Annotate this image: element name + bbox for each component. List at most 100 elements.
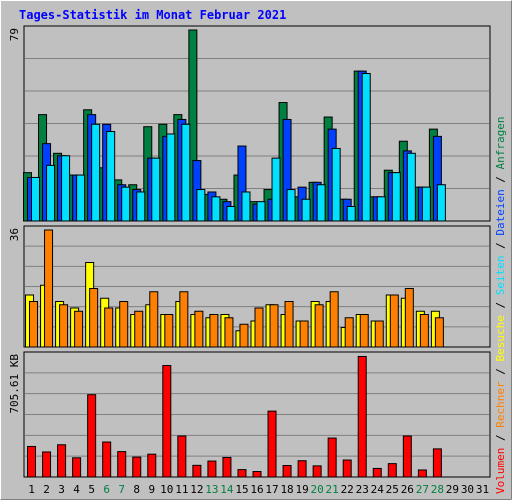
x-tick-label-day-31: 31 [476, 483, 489, 496]
bar-seiten-day-10 [166, 133, 176, 222]
x-tick-label-day-4: 4 [73, 483, 80, 496]
bar-rechner-day-22 [344, 317, 354, 348]
legend: Volumen / Rechner / Besuche / Seiten / D… [494, 116, 507, 494]
bar-volumen-day-16 [252, 471, 262, 478]
bar-rechner-day-6 [104, 307, 114, 348]
legend-item-besuche: Besuche [494, 315, 507, 361]
bar-seiten-day-17 [271, 157, 281, 222]
bar-rechner-day-1 [29, 301, 39, 348]
legend-item-dateien: Dateien [494, 189, 507, 235]
bar-rechner-day-12 [194, 310, 204, 348]
x-tick-label-day-14: 14 [220, 483, 234, 496]
bar-seiten-day-26 [406, 152, 416, 222]
bar-volumen-day-8 [132, 456, 142, 478]
legend-separator: / [494, 428, 507, 448]
bar-volumen-day-1 [27, 445, 37, 478]
legend-separator: / [494, 295, 507, 315]
bar-seiten-day-22 [346, 205, 356, 222]
y-max-label-anfragen-dateien-seiten: 79 [8, 28, 21, 41]
bar-rechner-day-15 [239, 323, 249, 348]
bar-rechner-day-9 [149, 291, 159, 348]
x-tick-label-day-28: 28 [431, 483, 444, 496]
x-tick-label-day-2: 2 [43, 483, 50, 496]
x-tick-label-day-22: 22 [341, 483, 354, 496]
x-tick-label-day-21: 21 [326, 483, 339, 496]
bar-volumen-day-24 [372, 467, 382, 478]
x-tick-label-day-16: 16 [250, 483, 263, 496]
x-tick-label-day-13: 13 [205, 483, 218, 496]
bar-seiten-day-6 [106, 131, 116, 222]
legend-item-anfragen: Anfragen [494, 116, 507, 169]
bar-rechner-day-7 [119, 301, 129, 348]
bar-seiten-day-5 [91, 123, 101, 222]
bar-seiten-day-15 [241, 191, 251, 222]
bar-volumen-day-11 [177, 435, 187, 478]
bar-volumen-day-28 [432, 448, 442, 478]
bar-rechner-day-11 [179, 291, 189, 348]
bar-rechner-day-13 [209, 314, 219, 348]
x-tick-label-day-5: 5 [88, 483, 95, 496]
x-tick-label-day-20: 20 [311, 483, 324, 496]
bar-rechner-day-26 [404, 288, 414, 348]
bar-rechner-day-17 [269, 304, 279, 348]
bar-volumen-day-22 [342, 459, 352, 478]
bar-rechner-day-25 [389, 294, 399, 348]
bar-seiten-day-27 [421, 186, 431, 222]
x-tick-label-day-7: 7 [118, 483, 125, 496]
legend-item-seiten: Seiten [494, 256, 507, 296]
bar-volumen-day-9 [147, 453, 157, 478]
bar-volumen-day-2 [42, 451, 52, 478]
bar-volumen-day-20 [312, 465, 322, 478]
bar-seiten-day-18 [286, 189, 296, 222]
bar-rechner-day-21 [329, 291, 339, 348]
bar-seiten-day-16 [256, 201, 266, 222]
x-tick-label-day-19: 19 [295, 483, 308, 496]
bar-volumen-day-27 [417, 469, 427, 478]
legend-item-volumen: Volumen [494, 448, 507, 494]
x-tick-label-day-23: 23 [356, 483, 369, 496]
legend-item-rechner: Rechner [494, 381, 507, 428]
bar-volumen-day-21 [327, 437, 337, 478]
x-tick-label-day-1: 1 [28, 483, 35, 496]
x-tick-label-day-8: 8 [133, 483, 140, 496]
bar-seiten-day-7 [121, 186, 131, 222]
bar-rechner-day-16 [254, 307, 264, 348]
bar-seiten-day-12 [196, 189, 206, 222]
bar-seiten-day-24 [376, 196, 386, 222]
bar-rechner-day-19 [299, 320, 309, 348]
bar-seiten-day-21 [331, 147, 341, 222]
x-tick-label-day-15: 15 [235, 483, 248, 496]
bar-rechner-day-23 [359, 314, 369, 348]
bar-seiten-day-4 [76, 174, 86, 222]
legend-separator: / [494, 362, 507, 382]
bar-volumen-day-5 [87, 394, 97, 478]
bar-rechner-day-3 [59, 304, 69, 348]
x-tick-label-day-10: 10 [160, 483, 173, 496]
x-tick-label-day-11: 11 [175, 483, 188, 496]
x-tick-label-day-9: 9 [148, 483, 155, 496]
bar-volumen-day-15 [237, 469, 247, 478]
x-tick-label-day-6: 6 [103, 483, 110, 496]
bar-seiten-day-8 [136, 191, 146, 222]
legend-separator: / [494, 236, 507, 256]
bar-seiten-day-19 [301, 198, 311, 222]
bar-seiten-day-20 [316, 184, 326, 222]
bar-rechner-day-27 [419, 314, 429, 348]
x-tick-label-day-29: 29 [446, 483, 459, 496]
bar-volumen-day-17 [267, 410, 277, 478]
bar-seiten-day-23 [361, 73, 371, 222]
bar-seiten-day-3 [61, 155, 71, 222]
bar-volumen-day-25 [387, 463, 397, 478]
y-max-label-besuche-rechner: 36 [8, 228, 21, 241]
bar-rechner-day-2 [44, 229, 54, 348]
bar-volumen-day-13 [207, 460, 217, 478]
x-tick-label-day-17: 17 [265, 483, 278, 496]
bar-seiten-day-13 [211, 196, 221, 222]
bar-seiten-day-9 [151, 157, 161, 222]
bar-volumen-day-26 [402, 435, 412, 478]
x-tick-label-day-30: 30 [461, 483, 474, 496]
bar-volumen-day-14 [222, 456, 232, 478]
bar-volumen-day-18 [282, 465, 292, 478]
bar-seiten-day-28 [436, 184, 446, 222]
bar-volumen-day-6 [102, 441, 112, 478]
